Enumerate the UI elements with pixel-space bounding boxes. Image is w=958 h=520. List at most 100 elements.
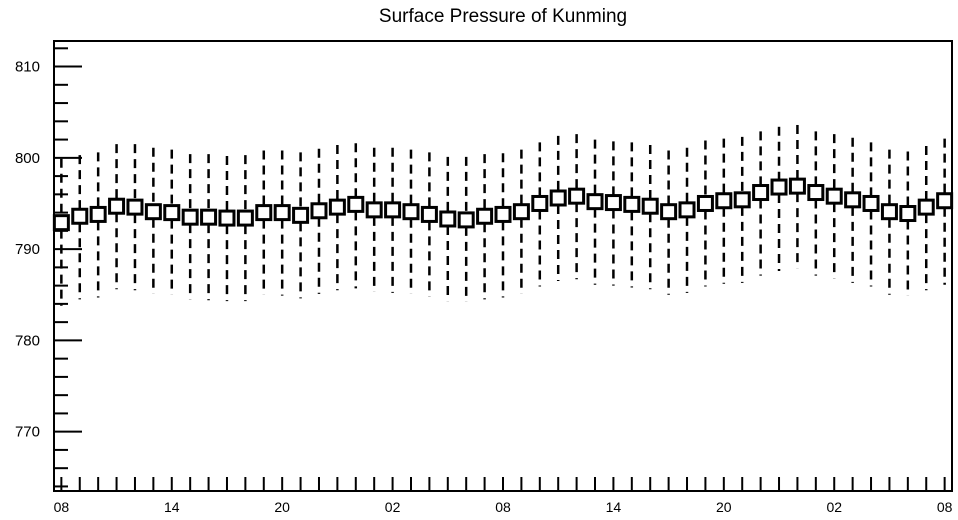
box-marker <box>163 204 181 222</box>
box-point <box>71 155 89 300</box>
box-marker <box>899 205 917 223</box>
box-point <box>623 142 641 288</box>
box-point <box>273 150 291 296</box>
box-point <box>604 141 622 286</box>
box-marker <box>144 203 162 221</box>
box-marker <box>752 184 770 202</box>
box-marker <box>807 184 825 202</box>
box-point <box>825 134 843 279</box>
box-point <box>402 149 420 294</box>
box-marker <box>788 177 806 195</box>
box-point <box>512 149 530 294</box>
box-point <box>181 154 199 300</box>
box-point <box>752 131 770 276</box>
box-point <box>89 152 107 298</box>
box-point <box>862 142 880 287</box>
y-tick-label: 800 <box>15 150 40 167</box>
box-marker <box>310 202 328 220</box>
box-point <box>255 150 273 295</box>
box-marker <box>604 194 622 212</box>
box-marker <box>236 209 254 227</box>
box-point <box>420 152 438 297</box>
box-marker <box>71 207 89 225</box>
box-marker <box>623 195 641 213</box>
x-tick-label: 20 <box>716 499 732 515</box>
box-point <box>310 148 328 294</box>
box-point <box>788 124 806 269</box>
box-marker <box>457 211 475 229</box>
box-point <box>126 144 144 291</box>
box-marker <box>89 205 107 223</box>
x-tick-label: 14 <box>606 499 622 515</box>
box-marker <box>476 207 494 225</box>
box-point <box>457 156 475 303</box>
box-marker <box>549 189 567 207</box>
box-marker <box>715 192 733 210</box>
box-point <box>715 138 733 284</box>
box-marker <box>641 197 659 215</box>
box-point <box>660 150 678 295</box>
box-point <box>200 154 218 301</box>
box-point <box>384 147 402 293</box>
box-point <box>641 145 659 290</box>
box-marker <box>328 198 346 216</box>
box-point <box>218 156 236 302</box>
box-marker <box>678 201 696 219</box>
box-marker <box>770 178 788 196</box>
box-point <box>770 126 788 272</box>
box-marker <box>733 191 751 209</box>
box-marker <box>218 209 236 227</box>
box-marker <box>420 205 438 223</box>
box-point <box>936 138 954 285</box>
box-marker <box>439 210 457 228</box>
box-marker <box>126 198 144 216</box>
box-point <box>236 155 254 302</box>
x-tick-label: 08 <box>937 499 953 515</box>
box-marker <box>181 208 199 226</box>
box-point <box>292 152 310 299</box>
box-marker <box>586 193 604 211</box>
x-tick-label: 20 <box>274 499 290 515</box>
box-point <box>108 144 126 290</box>
x-tick-label: 14 <box>164 499 180 515</box>
box-point <box>899 151 917 296</box>
box-point <box>52 158 70 306</box>
box-marker <box>402 203 420 221</box>
box-point <box>807 131 825 276</box>
y-tick-label: 810 <box>15 59 40 76</box>
box-marker <box>880 203 898 221</box>
box-marker <box>494 205 512 223</box>
y-tick-label: 780 <box>15 332 40 349</box>
box-point <box>328 145 346 291</box>
box-point <box>549 135 567 282</box>
box-marker <box>255 204 273 222</box>
x-tick-label: 02 <box>826 499 842 515</box>
y-tick-label: 770 <box>15 424 40 441</box>
box-point <box>476 154 494 300</box>
box-point <box>568 134 586 280</box>
box-marker <box>52 214 70 232</box>
box-point <box>365 147 383 293</box>
box-marker <box>200 208 218 226</box>
box-marker <box>108 197 126 215</box>
box-point <box>586 139 604 285</box>
box-marker <box>384 201 402 219</box>
box-marker <box>917 198 935 216</box>
box-point <box>163 149 181 295</box>
box-marker <box>273 204 291 222</box>
box-point <box>917 145 935 291</box>
chart-title: Surface Pressure of Kunming <box>379 6 627 27</box>
box-point <box>844 137 862 283</box>
box-marker <box>365 201 383 219</box>
box-point <box>347 143 365 289</box>
x-tick-label: 02 <box>385 499 401 515</box>
x-tick-label: 08 <box>495 499 511 515</box>
box-marker <box>660 203 678 221</box>
box-point <box>494 153 512 298</box>
box-point <box>880 149 898 295</box>
box-marker <box>844 191 862 209</box>
box-marker <box>531 194 549 212</box>
box-point <box>531 142 549 287</box>
box-point <box>696 140 714 287</box>
